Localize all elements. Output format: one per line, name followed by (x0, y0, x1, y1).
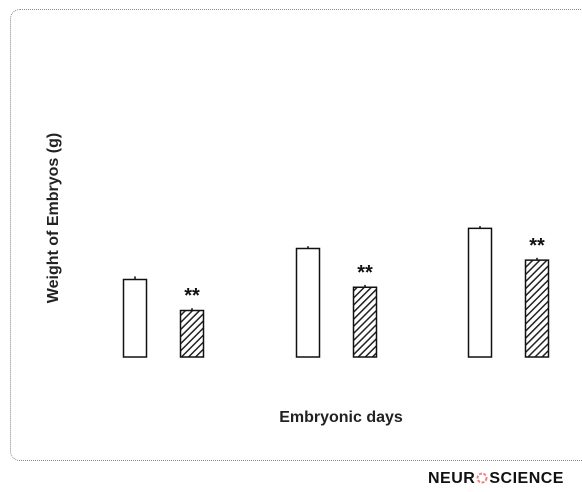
brain-o-icon (476, 471, 488, 484)
bars-layer: ** ** ** (122, 226, 550, 358)
significance-label: ** (529, 235, 545, 257)
significance-label: ** (184, 285, 200, 307)
significance-label: ** (357, 262, 373, 284)
bar (122, 278, 148, 358)
x-axis-label: Embryonic days (279, 409, 403, 426)
watermark-text-left: NEUR (428, 470, 476, 487)
chart-frame (10, 9, 582, 461)
bar (467, 227, 493, 358)
journal-watermark: NEUR SCIENCE (428, 470, 564, 488)
y-axis-label: Weight of Embryos (g) (45, 132, 62, 304)
watermark-text-right: SCIENCE (489, 470, 564, 487)
bar (352, 286, 378, 358)
bar (524, 259, 550, 358)
bar (295, 247, 321, 358)
bar (179, 309, 205, 358)
